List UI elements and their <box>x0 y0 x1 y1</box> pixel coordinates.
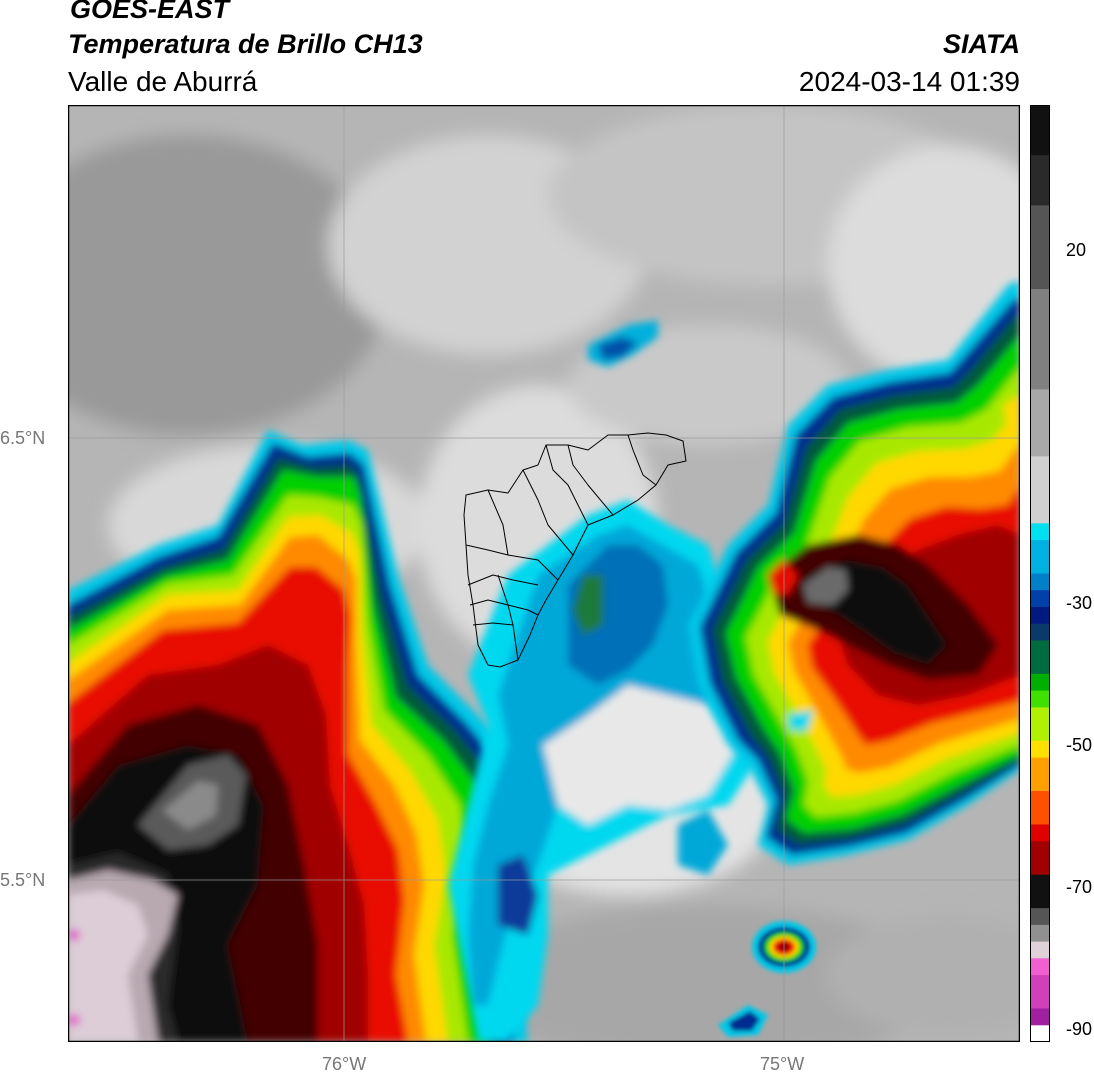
colorbar-band <box>1030 473 1050 491</box>
colorbar-band <box>1030 456 1050 474</box>
colorbar-band <box>1030 540 1050 558</box>
colorbar-band <box>1030 439 1050 457</box>
west-storm <box>68 430 538 1042</box>
colorbar-tick-minus50: -50 <box>1066 735 1093 755</box>
brightness-temperature-map <box>68 105 1020 1042</box>
colorbar-band <box>1030 841 1050 859</box>
colorbar-band <box>1030 673 1050 692</box>
colorbar-band <box>1030 791 1050 809</box>
product-title: Temperatura de Brillo CH13 <box>68 29 423 59</box>
lon-label-75w: 75°W <box>760 1054 805 1074</box>
colorbar-band <box>1030 857 1050 876</box>
central-cloud-band <box>448 320 768 1042</box>
colorbar-band <box>1030 322 1050 340</box>
colorbar-band <box>1030 1008 1050 1026</box>
colorbar-band <box>1030 389 1050 407</box>
colorbar-band <box>1030 339 1050 357</box>
colorbar-band <box>1030 506 1050 524</box>
colorbar-band <box>1030 356 1050 374</box>
datetime-label: 2024-03-14 01:39 <box>798 66 1020 97</box>
colorbar-band <box>1030 774 1050 792</box>
lat-label-5-5: 5.5°N <box>0 870 46 890</box>
satellite-title: GOES-EAST <box>70 0 230 24</box>
colorbar-tick-20: 20 <box>1066 240 1087 260</box>
graticule <box>68 105 1020 1042</box>
colorbar-tick-minus70: -70 <box>1066 877 1093 897</box>
colorbar-band <box>1030 958 1050 976</box>
source-label: SIATA <box>943 29 1020 59</box>
colorbar-band <box>1030 406 1050 424</box>
colorbar-band <box>1030 205 1050 223</box>
colorbar-band <box>1030 757 1050 775</box>
colorbar-band <box>1030 121 1050 139</box>
region-subtitle: Valle de Aburrá <box>68 66 258 97</box>
colorbar-band <box>1030 891 1050 909</box>
colorbar-band <box>1030 924 1050 943</box>
colorbar-band <box>1030 941 1050 959</box>
colorbar-band <box>1030 289 1050 307</box>
colorbar-band <box>1030 188 1050 206</box>
colorbar-band <box>1030 272 1050 290</box>
east-storm <box>688 280 1020 865</box>
colorbar-band <box>1030 623 1050 641</box>
map-frame <box>68 105 1020 1042</box>
colorbar-band <box>1030 1025 1050 1043</box>
colorbar-band <box>1030 222 1050 240</box>
colorbar-band <box>1030 556 1050 575</box>
colorbar-band <box>1030 807 1050 826</box>
colorbar-band <box>1030 573 1050 591</box>
colorbar-band <box>1030 657 1050 675</box>
colorbar-band <box>1030 824 1050 842</box>
colorbar-band <box>1030 991 1050 1010</box>
colorbar-band <box>1030 138 1050 156</box>
colorbar-band <box>1030 707 1050 725</box>
colorbar-band <box>1030 422 1050 441</box>
colorbar-band <box>1030 238 1050 257</box>
colorbar-band <box>1030 690 1050 708</box>
lat-label-6-5: 6.5°N <box>0 428 46 448</box>
lon-label-76w: 76°W <box>322 1054 367 1074</box>
colorbar-band <box>1030 607 1050 625</box>
colorbar-band <box>1030 724 1050 742</box>
colorbar-band <box>1030 255 1050 273</box>
colorbar-band <box>1030 372 1050 390</box>
colorbar <box>1030 105 1050 1043</box>
colorbar-band <box>1030 155 1050 173</box>
municipal-boundaries <box>463 432 687 668</box>
colorbar-band <box>1030 740 1050 759</box>
colorbar-band <box>1030 105 1050 123</box>
colorbar-tick-minus90: -90 <box>1066 1019 1093 1039</box>
colorbar-band <box>1030 908 1050 926</box>
colorbar-band <box>1030 171 1050 190</box>
colorbar-band <box>1030 640 1050 658</box>
colorbar-band <box>1030 975 1050 993</box>
colorbar-band <box>1030 523 1050 541</box>
colorbar-band <box>1030 489 1050 508</box>
colorbar-band <box>1030 590 1050 608</box>
colorbar-band <box>1030 874 1050 892</box>
colorbar-band <box>1030 305 1050 324</box>
colorbar-tick-minus30: -30 <box>1066 593 1093 613</box>
